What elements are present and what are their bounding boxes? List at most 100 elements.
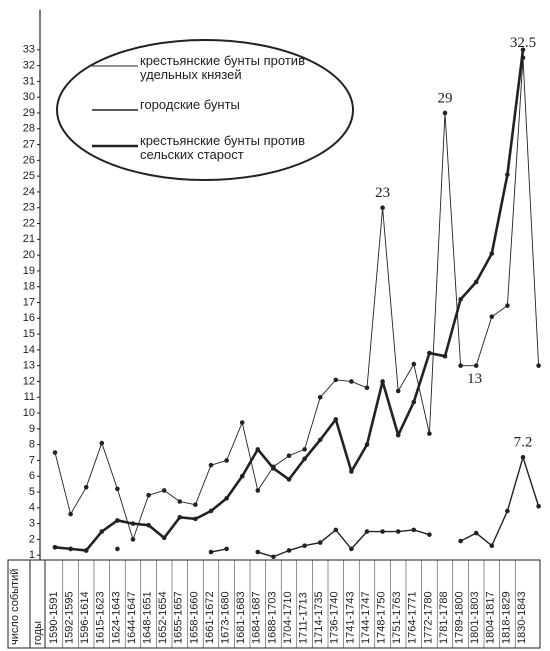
point: [286, 477, 292, 482]
y-tick-label: 5: [29, 486, 35, 498]
y-tick-label: 7: [29, 454, 35, 466]
point: [146, 492, 151, 498]
point: [395, 529, 401, 534]
y-tick-label: 9: [29, 423, 35, 435]
x-tick-label: 1748-1750: [376, 591, 388, 644]
data-label: 32.5: [510, 35, 536, 51]
point: [411, 399, 417, 405]
y-tick-label: 30: [23, 91, 35, 103]
point: [52, 450, 58, 455]
data-label: 23: [375, 185, 390, 201]
point: [442, 110, 448, 116]
point: [333, 417, 339, 422]
x-tick-label: 1644-1647: [126, 591, 138, 644]
legend-label: городские бунты: [140, 98, 240, 112]
y-tick-label: 33: [23, 44, 35, 56]
point: [302, 543, 307, 549]
point: [520, 454, 526, 460]
point: [427, 532, 432, 537]
point: [473, 530, 479, 536]
point: [473, 279, 479, 285]
point: [489, 543, 495, 549]
y-tick-label: 6: [29, 470, 35, 482]
point: [473, 363, 479, 368]
legend-label: крестьянские бунты против удельных князе…: [140, 54, 305, 82]
y-tick-label: 20: [23, 249, 35, 261]
x-tick-label: 1704-1710: [282, 591, 294, 644]
point: [349, 469, 354, 474]
point: [208, 549, 214, 555]
point: [458, 297, 463, 302]
point: [505, 303, 510, 308]
point: [458, 538, 463, 544]
point: [99, 440, 105, 446]
point: [395, 432, 401, 438]
point: [536, 363, 541, 368]
y-tick-label: 15: [23, 328, 35, 340]
y-tick-label: 26: [23, 154, 35, 166]
point: [271, 554, 276, 560]
y-tick-label: 32: [23, 59, 35, 71]
y-tick-label: 2: [29, 533, 35, 545]
point: [505, 172, 510, 177]
y-tick-label: 4: [29, 502, 35, 514]
point: [99, 529, 105, 534]
x-axis-title: годы: [32, 621, 44, 645]
x-tick-label: 1661-1672: [204, 591, 216, 644]
point: [83, 484, 89, 490]
point: [208, 462, 214, 468]
point: [239, 473, 245, 479]
point: [68, 546, 73, 552]
x-tick-label: 1764-1771: [407, 591, 419, 644]
point: [458, 363, 463, 368]
point: [317, 394, 323, 400]
y-tick-label: 10: [23, 407, 35, 419]
x-tick-label: 1714-1735: [313, 591, 325, 644]
y-axis-title: число событий: [9, 569, 21, 645]
point: [395, 388, 401, 394]
point: [489, 251, 495, 256]
x-tick-label: 1801-1803: [469, 591, 481, 644]
point: [380, 379, 385, 384]
point: [317, 540, 323, 545]
data-label: 13: [467, 371, 482, 387]
data-label: 29: [438, 90, 453, 106]
x-tick-label: 1624-1643: [110, 591, 122, 644]
series-line: [54, 456, 540, 558]
x-tick-label: 1772-1780: [422, 591, 434, 644]
x-tick-label: 1684-1687: [251, 591, 263, 644]
y-tick-label: 31: [23, 75, 35, 87]
point: [286, 453, 292, 459]
point: [411, 361, 417, 367]
point: [224, 458, 229, 463]
y-tick-label: 23: [23, 202, 35, 214]
point: [364, 529, 370, 534]
x-tick-label: 1818-1829: [500, 591, 512, 644]
y-tick-label: 28: [23, 123, 35, 135]
series-line: [54, 57, 540, 540]
axis-table-frame: [7, 559, 541, 649]
point: [333, 377, 339, 383]
x-tick-label: 1648-1651: [142, 591, 154, 644]
x-tick-label: 1615-1623: [95, 591, 107, 644]
x-tick-label: 1658-1660: [188, 591, 200, 644]
point: [302, 447, 307, 452]
y-tick-label: 12: [23, 375, 35, 387]
y-tick-label: 29: [23, 107, 35, 119]
point: [224, 496, 229, 501]
point: [442, 353, 448, 359]
point: [177, 515, 183, 520]
point: [161, 535, 167, 541]
point: [411, 527, 417, 533]
y-tick-label: 16: [23, 312, 35, 324]
point: [255, 549, 261, 555]
x-tick-label: 1741-1743: [344, 591, 356, 644]
y-tick-label: 21: [23, 233, 35, 245]
point: [520, 47, 526, 53]
x-tick-label: 1711-1713: [298, 592, 310, 644]
point: [68, 511, 73, 517]
point: [489, 314, 495, 320]
point: [146, 522, 151, 528]
point: [380, 529, 385, 534]
